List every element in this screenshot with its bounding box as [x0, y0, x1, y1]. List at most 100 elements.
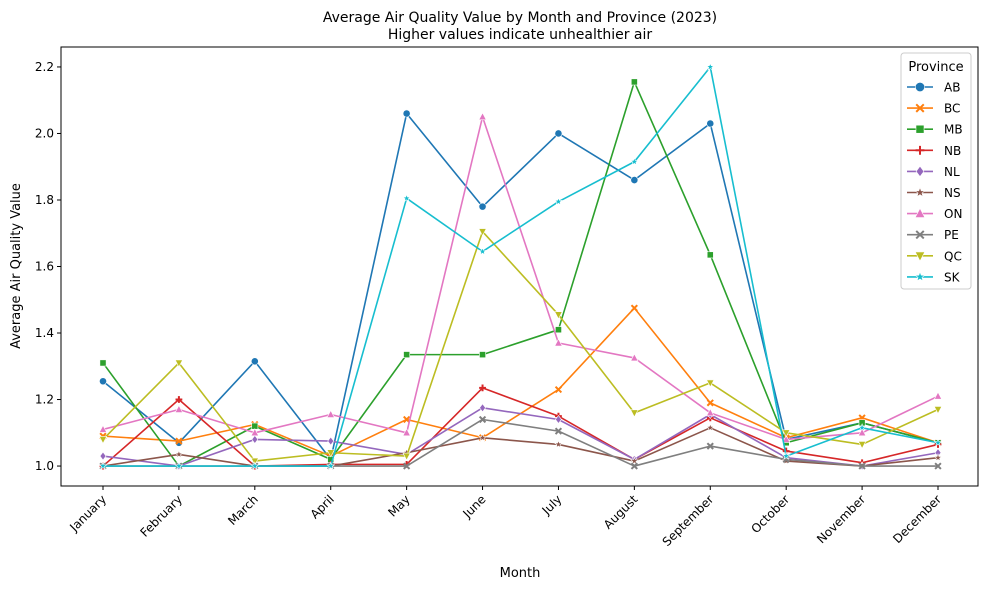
legend-label-ab: AB — [944, 81, 960, 95]
point-qc-december — [933, 406, 943, 415]
legend-box — [900, 52, 972, 290]
chart-subtitle: Higher values indicate unhealthier air — [388, 27, 653, 43]
point-ns-february — [174, 449, 184, 459]
point-sk-july — [554, 197, 563, 206]
point-sk-april — [326, 461, 336, 470]
legend-title: Province — [908, 60, 963, 75]
point-on-july — [554, 338, 563, 347]
point-ns-december — [933, 453, 943, 462]
y-tick-label: 2.0 — [35, 126, 54, 140]
point-qc-january — [98, 436, 108, 445]
series-ab — [99, 109, 942, 464]
chart-title: Average Air Quality Value by Month and P… — [323, 10, 717, 26]
point-qc-july — [554, 311, 563, 320]
point-sk-november — [857, 423, 867, 432]
point-bc-february — [175, 437, 183, 445]
point-bc-september — [706, 399, 714, 407]
x-tick-label-november: November — [814, 492, 868, 546]
point-ns-july — [554, 439, 563, 449]
series-line-sk — [103, 66, 939, 467]
x-tick-label-february: February — [138, 492, 186, 540]
series-sk — [98, 62, 943, 470]
point-pe-june — [478, 415, 487, 424]
point-mb-june — [479, 351, 486, 359]
point-mb-january — [99, 359, 107, 367]
x-tick-label-june: June — [460, 492, 489, 521]
y-tick-label: 1.6 — [35, 260, 54, 274]
point-on-november — [857, 428, 867, 437]
point-on-january — [98, 424, 108, 433]
x-tick-label-january: January — [66, 492, 109, 535]
point-pe-may — [403, 462, 411, 470]
point-ab-june — [478, 202, 487, 211]
legend-label-mb: MB — [944, 123, 963, 137]
legend-marker-nb — [915, 145, 925, 155]
legend-marker-pe — [915, 230, 925, 240]
point-on-june — [478, 112, 487, 121]
point-mb-july — [555, 326, 562, 334]
point-sk-march — [250, 461, 260, 470]
series-line-ns — [102, 426, 939, 467]
series-line-on — [102, 116, 939, 441]
point-nl-july — [555, 414, 562, 424]
point-nl-january — [99, 451, 107, 461]
point-qc-october — [781, 429, 791, 438]
point-on-april — [326, 409, 335, 418]
point-nb-june — [479, 384, 486, 392]
point-sk-august — [629, 157, 639, 166]
y-axis-label: Average Air Quality Value — [9, 183, 24, 349]
plot-frame — [60, 46, 979, 487]
series-nb — [99, 384, 942, 470]
point-ab-may — [402, 109, 411, 118]
x-tick-label-september: September — [660, 492, 717, 549]
legend-label-qc: QC — [944, 249, 962, 263]
series-line-mb — [102, 81, 939, 467]
point-bc-july — [554, 385, 563, 394]
series-line-qc — [102, 230, 939, 462]
series-qc — [98, 228, 943, 466]
point-qc-august — [630, 409, 639, 418]
x-tick-label-july: July — [539, 492, 565, 518]
y-tick-label: 1.2 — [35, 393, 54, 407]
y-tick-label: 1.0 — [35, 459, 54, 473]
point-pe-july — [554, 427, 563, 435]
point-mb-august — [630, 78, 638, 86]
point-mb-september — [706, 251, 714, 259]
point-nl-june — [479, 403, 486, 413]
x-tick-label-december: December — [890, 492, 944, 546]
legend-label-ns: NS — [944, 186, 961, 200]
legend-label-nb: NB — [944, 144, 961, 158]
point-sk-june — [478, 246, 487, 256]
point-sk-february — [174, 461, 184, 470]
legend-label-bc: BC — [944, 102, 960, 116]
legend-marker-sk — [914, 271, 926, 282]
point-nb-february — [175, 396, 183, 403]
point-sk-may — [402, 193, 412, 203]
point-sk-september — [705, 62, 715, 71]
point-pe-august — [630, 462, 638, 470]
legend-marker-on — [914, 207, 926, 218]
y-axis: 1.0 1.2 1.4 1.6 1.8 2.0 2.2 — [35, 60, 61, 473]
legend: Province AB BC MB NB NL NS ON PE QC SK — [900, 52, 972, 290]
legend-marker-mb — [915, 124, 925, 134]
point-on-march — [250, 428, 260, 437]
point-qc-april — [326, 449, 335, 458]
point-mb-may — [403, 351, 411, 359]
y-tick-label: 1.4 — [35, 326, 54, 340]
legend-label-on: ON — [944, 207, 962, 221]
legend-label-pe: PE — [944, 228, 959, 242]
point-ns-june — [478, 433, 487, 442]
point-on-october — [781, 434, 791, 443]
x-tick-label-may: May — [385, 492, 412, 519]
y-tick-label: 1.8 — [35, 193, 54, 207]
legend-marker-qc — [914, 251, 926, 262]
point-on-august — [630, 353, 639, 362]
x-axis-label: Month — [500, 566, 541, 581]
point-on-may — [402, 428, 411, 437]
point-ab-september — [706, 119, 715, 128]
series-line-ab — [102, 112, 939, 461]
legend-label-nl: NL — [944, 165, 960, 179]
point-ab-january — [99, 377, 107, 386]
plot-area — [98, 62, 943, 471]
